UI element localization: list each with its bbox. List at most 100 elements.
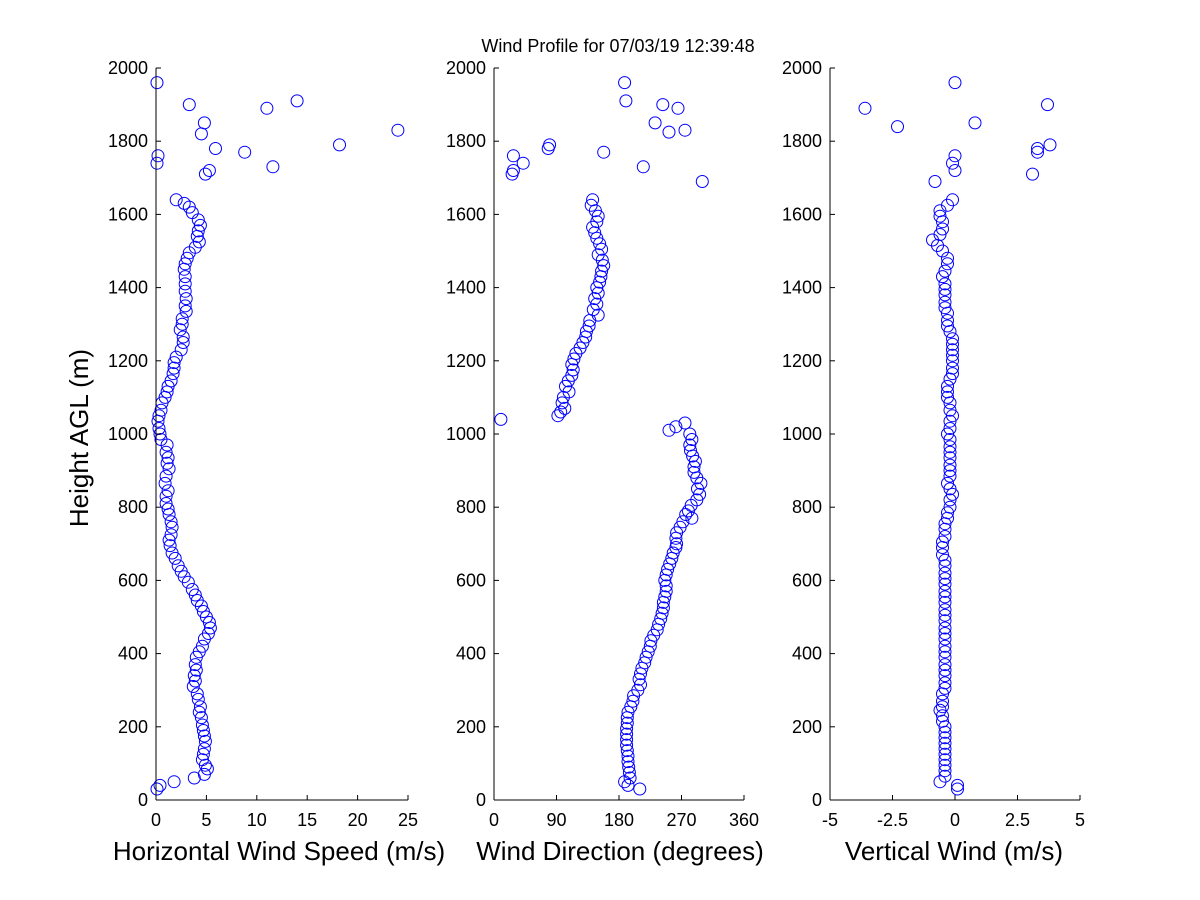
wind-speed-point-112 <box>187 771 201 785</box>
wind-speed-y-tick-label: 1000 <box>108 424 148 444</box>
wind-speed-point-80 <box>188 588 202 602</box>
vertical-wind-point-31 <box>938 301 952 315</box>
wind-speed-point-9 <box>238 145 252 159</box>
wind-direction-panel: 0 90 180 270 360 0 200 400 600 800 1000 1200 1400 16… <box>446 58 764 866</box>
wind-direction-point-19 <box>591 209 605 223</box>
wind-speed-point-72 <box>163 539 177 553</box>
wind-direction-point-24 <box>593 237 607 251</box>
wind-speed-point-10 <box>151 149 165 163</box>
vertical-wind-point-84 <box>938 621 952 635</box>
wind-speed-point-32 <box>179 292 193 306</box>
wind-speed-point-100 <box>192 705 206 719</box>
wind-speed-point-93 <box>189 663 203 677</box>
wind-direction-point-116 <box>620 722 634 736</box>
vertical-wind-x-tick-label: 2.5 <box>1005 810 1030 830</box>
vertical-wind-point-52 <box>941 427 954 441</box>
vertical-wind-x-tick-label: -5 <box>822 810 838 830</box>
vertical-wind-point-5 <box>1043 138 1057 152</box>
vertical-wind-point-90 <box>938 658 952 672</box>
wind-direction-y-tick-label: 1200 <box>446 351 486 371</box>
wind-direction-point-111 <box>626 694 640 708</box>
wind-direction-x-tick-label: 360 <box>729 810 759 830</box>
wind-direction-point-12 <box>636 160 650 174</box>
vertical-wind-point-91 <box>938 663 952 677</box>
wind-direction-point-88 <box>659 568 673 582</box>
wind-speed-point-68 <box>164 515 178 529</box>
wind-direction-point-71 <box>691 482 704 496</box>
wind-direction-point-1 <box>619 94 633 108</box>
wind-direction-point-101 <box>643 639 657 653</box>
wind-speed-point-13 <box>202 164 216 177</box>
vertical-wind-point-7 <box>1031 145 1044 159</box>
vertical-wind-point-79 <box>938 590 952 604</box>
vertical-wind-point-104 <box>938 736 952 750</box>
wind-direction-point-45 <box>567 352 581 366</box>
wind-speed-point-19 <box>191 213 205 227</box>
wind-direction-x-tick-label: 90 <box>546 810 566 830</box>
vertical-wind-point-57 <box>943 458 957 472</box>
wind-speed-x-tick-label: 5 <box>201 810 211 830</box>
wind-speed-point-54 <box>153 427 167 441</box>
vertical-wind-point-10 <box>948 164 962 177</box>
vertical-wind-y-tick-label: 800 <box>792 497 822 517</box>
wind-speed-point-30 <box>178 277 192 291</box>
wind-direction-y-tick-label: 600 <box>456 570 486 590</box>
wind-direction-point-66 <box>688 454 702 468</box>
wind-direction-point-114 <box>620 711 634 725</box>
wind-direction-markers <box>494 76 709 796</box>
wind-direction-point-5 <box>662 125 676 139</box>
wind-speed-point-101 <box>194 711 208 725</box>
wind-direction-point-10 <box>506 149 520 163</box>
vertical-wind-point-37 <box>946 337 959 351</box>
vertical-wind-markers <box>858 76 1057 796</box>
wind-speed-point-114 <box>153 778 167 792</box>
wind-speed-point-36 <box>175 317 189 331</box>
wind-direction-y-tick-label: 200 <box>456 717 486 737</box>
vertical-wind-point-43 <box>943 372 957 386</box>
vertical-wind-point-56 <box>943 451 957 465</box>
wind-direction-y-tick-label: 1000 <box>446 424 486 444</box>
vertical-wind-point-75 <box>938 566 952 580</box>
vertical-wind-point-49 <box>946 409 959 423</box>
wind-direction-x-tick-label: 270 <box>666 810 696 830</box>
wind-speed-point-104 <box>197 729 211 743</box>
wind-speed-y-tick-label: 200 <box>118 717 148 737</box>
wind-speed-y-tick-label: 2000 <box>108 58 148 78</box>
wind-speed-point-51 <box>152 409 166 423</box>
wind-speed-x-axis-label: Horizontal Wind Speed (m/s) <box>113 836 445 866</box>
wind-direction-point-115 <box>620 716 634 730</box>
wind-speed-point-113 <box>167 775 181 789</box>
wind-speed-point-12 <box>266 160 280 174</box>
vertical-wind-point-27 <box>938 277 952 291</box>
vertical-wind-point-23 <box>941 251 954 265</box>
figure-title: Wind Profile for 07/03/19 12:39:48 <box>481 36 754 56</box>
wind-speed-point-95 <box>188 674 202 688</box>
vertical-wind-point-80 <box>938 595 952 609</box>
wind-speed-point-102 <box>195 718 209 732</box>
vertical-wind-point-17 <box>936 215 949 229</box>
wind-direction-point-32 <box>590 281 604 295</box>
wind-direction-point-46 <box>565 358 579 371</box>
wind-direction-point-27 <box>595 253 609 267</box>
wind-direction-point-97 <box>652 617 666 631</box>
wind-direction-point-117 <box>620 727 634 741</box>
wind-speed-point-70 <box>164 528 178 542</box>
vertical-wind-point-82 <box>938 608 952 622</box>
vertical-wind-y-tick-label: 600 <box>792 570 822 590</box>
vertical-wind-point-22 <box>936 244 949 258</box>
wind-direction-x-axis-label: Wind Direction (degrees) <box>476 836 764 866</box>
wind-speed-point-37 <box>173 323 187 337</box>
vertical-wind-point-108 <box>938 758 952 772</box>
wind-direction-y-ticks: 0 200 400 600 800 1000 1200 1400 1600 1800 2000 <box>446 58 499 810</box>
vertical-wind-point-36 <box>946 332 959 346</box>
vertical-wind-y-tick-label: 1400 <box>782 278 822 298</box>
wind-speed-x-tick-label: 10 <box>247 810 267 830</box>
wind-speed-point-11 <box>150 156 164 170</box>
vertical-wind-point-34 <box>941 319 954 333</box>
wind-speed-x-ticks: 0 5 10 15 20 25 <box>151 795 418 830</box>
vertical-wind-point-42 <box>946 367 959 381</box>
wind-direction-point-76 <box>679 508 693 521</box>
vertical-wind-point-48 <box>943 403 957 417</box>
vertical-wind-y-tick-label: 1200 <box>782 351 822 371</box>
